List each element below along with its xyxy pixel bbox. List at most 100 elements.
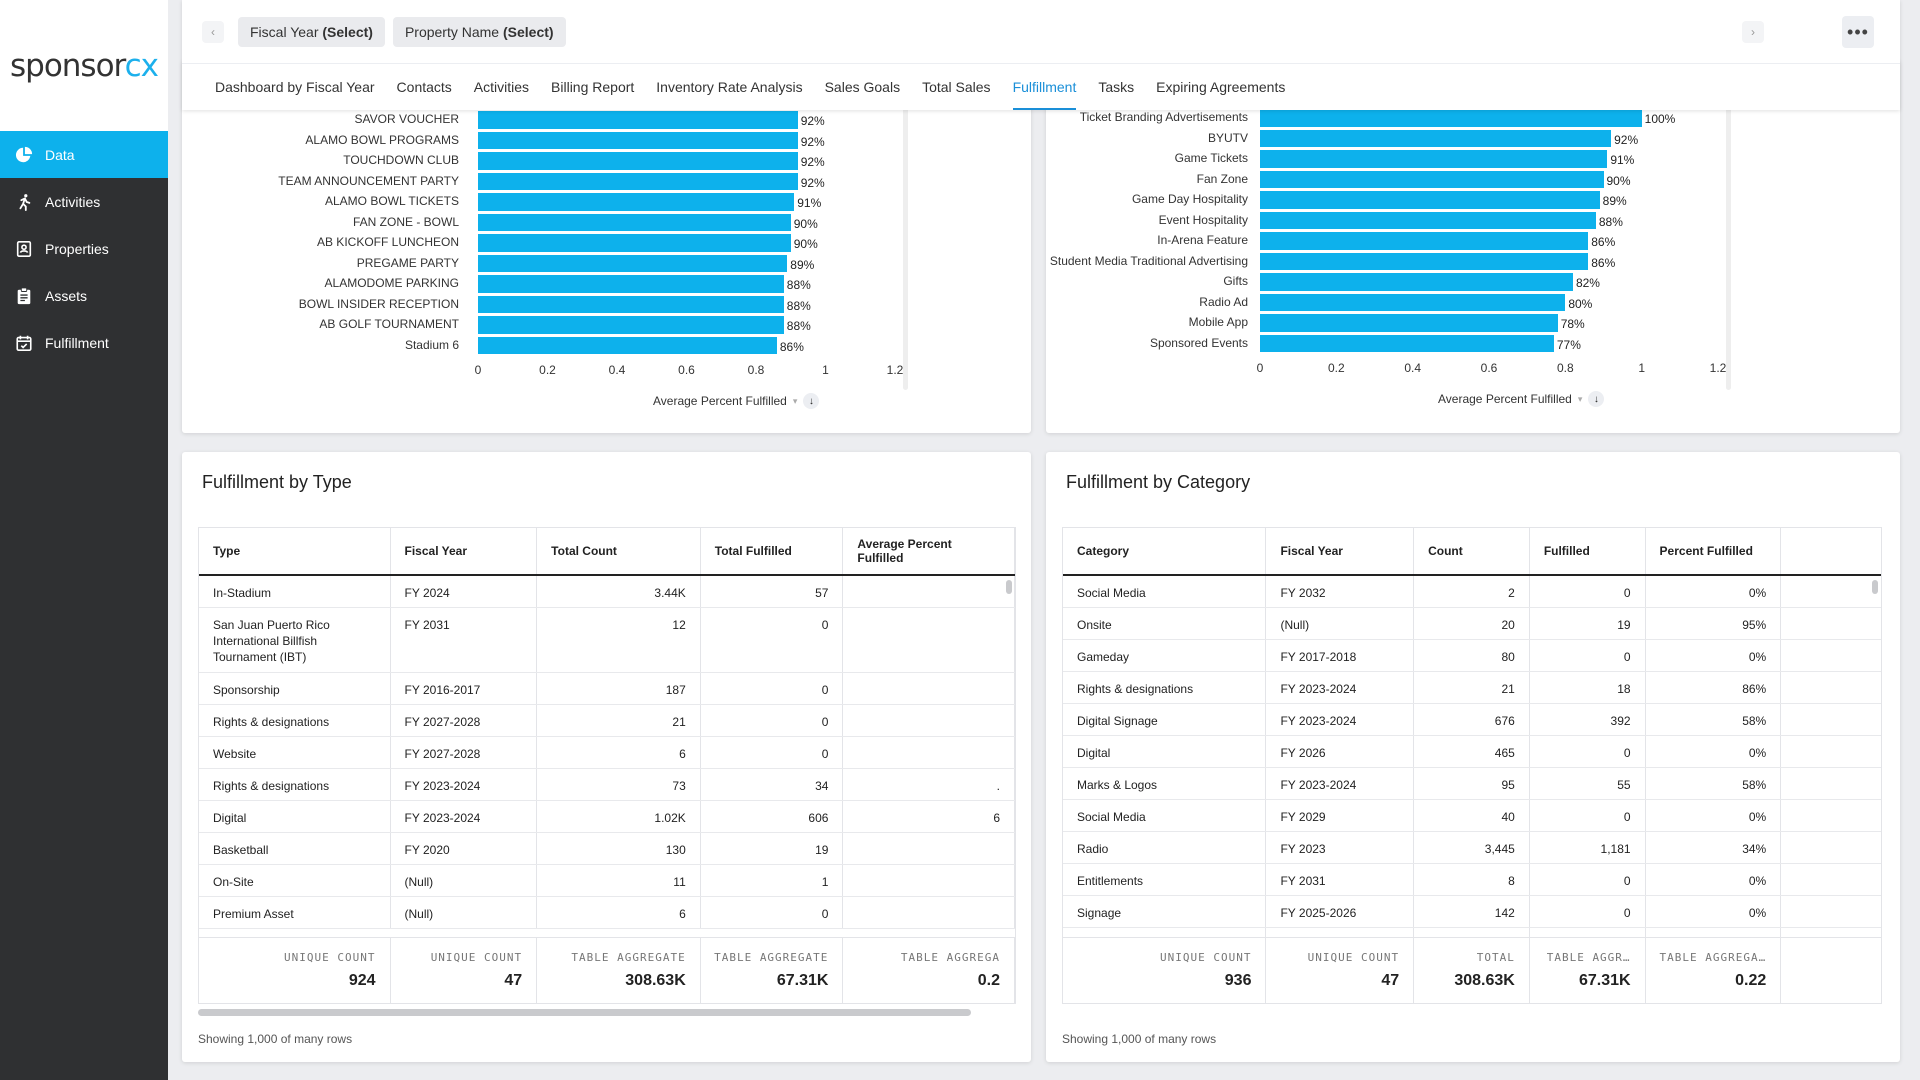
- bar[interactable]: [1260, 191, 1600, 209]
- table-row[interactable]: Rights & designations FY 2023-2024 73 34.: [199, 769, 1015, 801]
- table-row[interactable]: Website FY 2027-2028 6 0: [199, 737, 1015, 769]
- column-header[interactable]: Category: [1063, 528, 1267, 574]
- tab-tasks[interactable]: Tasks: [1098, 79, 1135, 95]
- table-row[interactable]: Basketball FY 2020 130 19: [199, 833, 1015, 865]
- bar[interactable]: [1260, 334, 1554, 352]
- table-row[interactable]: Gameday FY 2017-2018 80 0 0%: [1063, 640, 1881, 672]
- bar[interactable]: [478, 316, 784, 334]
- vertical-scrollbar-thumb[interactable]: [1872, 580, 1878, 594]
- tab-total-sales[interactable]: Total Sales: [922, 79, 991, 95]
- column-header[interactable]: Fulfilled: [1530, 528, 1646, 574]
- table-row[interactable]: Signage FY 2025-2026 142 0 0%: [1063, 896, 1881, 928]
- column-header[interactable]: Type: [199, 528, 391, 574]
- bar[interactable]: [478, 213, 791, 231]
- bar[interactable]: [1260, 150, 1608, 168]
- footer-aggregate-value: 0.22: [1735, 972, 1767, 989]
- table-row[interactable]: Sponsorship FY 2016-2017 187 0: [199, 673, 1015, 705]
- table-row[interactable]: Social Media FY 2032 2 0 0%: [1063, 576, 1881, 608]
- bar[interactable]: [478, 234, 791, 252]
- table-row[interactable]: In-Stadium FY 2024 3.44K 57: [199, 576, 1015, 608]
- bar[interactable]: [478, 111, 798, 129]
- table-cell-empty: [1781, 768, 1881, 799]
- fiscal-year-filter[interactable]: Fiscal Year (Select): [238, 16, 385, 47]
- bar[interactable]: [478, 172, 798, 190]
- bar[interactable]: [1260, 293, 1566, 311]
- bar[interactable]: [478, 295, 784, 313]
- table-row[interactable]: Marks & Logos FY 2023-2024 95 55 58%: [1063, 768, 1881, 800]
- table-cell: 0: [701, 737, 844, 768]
- table-row[interactable]: Onsite (Null) 20 19 95%: [1063, 608, 1881, 640]
- table-cell: FY 2031: [391, 608, 538, 672]
- table-row[interactable]: PromotionFY 2014-20151000%: [1063, 928, 1881, 937]
- tab-fulfillment[interactable]: Fulfillment: [1012, 64, 1076, 110]
- sidebar-item-fulfillment[interactable]: Fulfillment: [0, 319, 168, 366]
- bar[interactable]: [478, 152, 798, 170]
- tab-expiring-agreements[interactable]: Expiring Agreements: [1156, 79, 1286, 95]
- table-row[interactable]: On-Site (Null) 11 1: [199, 865, 1015, 897]
- forward-arrow-icon[interactable]: ›: [1742, 21, 1764, 43]
- sidebar-item-properties[interactable]: Properties: [0, 225, 168, 272]
- caret-down-icon[interactable]: ▾: [1577, 393, 1583, 404]
- table-row[interactable]: Entitlements FY 2031 8 0 0%: [1063, 864, 1881, 896]
- tab-contacts[interactable]: Contacts: [396, 79, 452, 95]
- vertical-scrollbar[interactable]: [903, 90, 908, 390]
- column-header[interactable]: Total Fulfilled: [701, 528, 844, 574]
- bar[interactable]: [1260, 109, 1642, 127]
- back-arrow-icon[interactable]: ‹: [202, 20, 224, 43]
- table-cell: 0: [1530, 576, 1646, 607]
- column-header[interactable]: Percent Fulfilled: [1646, 528, 1782, 574]
- tab-sales-goals[interactable]: Sales Goals: [824, 79, 901, 95]
- table-cell: 606: [701, 801, 844, 832]
- tab-dashboard-by-fiscal-year[interactable]: Dashboard by Fiscal Year: [215, 79, 375, 95]
- table-cell: [843, 737, 1015, 768]
- x-axis-title[interactable]: Average Percent Fulfilled ▾ ↓: [653, 393, 820, 409]
- table-row[interactable]: Digital Signage FY 2023-2024 676 392 58%: [1063, 704, 1881, 736]
- table-row[interactable]: Rights & designations FY 2023-2024 21 18 86%: [1063, 672, 1881, 704]
- column-header[interactable]: Fiscal Year: [1266, 528, 1415, 574]
- footer-aggregate-label: UNIQUE COUNT: [430, 951, 523, 964]
- bar-label: Student Media Traditional Advertising: [1049, 253, 1248, 268]
- vertical-scrollbar-thumb[interactable]: [1006, 580, 1012, 594]
- sort-descending-icon[interactable]: ↓: [803, 393, 820, 409]
- table-row[interactable]: Rights & designations FY 2027-2028 21 0: [199, 705, 1015, 737]
- column-header[interactable]: Count: [1414, 528, 1530, 574]
- tab-inventory-rate-analysis[interactable]: Inventory Rate Analysis: [656, 79, 803, 95]
- bar[interactable]: [1260, 273, 1573, 291]
- bar[interactable]: [478, 336, 777, 354]
- bar[interactable]: [1260, 129, 1612, 147]
- column-header[interactable]: Fiscal Year: [391, 528, 538, 574]
- table-row[interactable]: Digital FY 2026 465 0 0%: [1063, 736, 1881, 768]
- sidebar-item-data[interactable]: Data: [0, 131, 168, 178]
- caret-down-icon[interactable]: ▾: [792, 395, 798, 406]
- bar[interactable]: [1260, 211, 1596, 229]
- table-row[interactable]: Social Media FY 2029 40 0 0%: [1063, 800, 1881, 832]
- tab-billing-report[interactable]: Billing Report: [551, 79, 635, 95]
- table-row[interactable]: Radio FY 2023 3,445 1,181 34%: [1063, 832, 1881, 864]
- sidebar-item-assets[interactable]: Assets: [0, 272, 168, 319]
- table-cell: 10: [1414, 928, 1530, 937]
- property-name-filter[interactable]: Property Name (Select): [392, 16, 566, 47]
- more-options-icon[interactable]: •••: [1842, 16, 1874, 48]
- bar[interactable]: [478, 275, 784, 293]
- column-header[interactable]: Total Count: [537, 528, 701, 574]
- bar[interactable]: [478, 254, 788, 272]
- bar[interactable]: [478, 193, 795, 211]
- bar-chart-types: Ticket Branding Advertisements 100% BYUTV 9…: [1046, 60, 1900, 433]
- table-row[interactable]: Premium Asset (Null) 6 0: [199, 897, 1015, 929]
- vertical-scrollbar[interactable]: [1726, 90, 1731, 390]
- bar[interactable]: [1260, 232, 1589, 250]
- column-header[interactable]: Average Percent Fulfilled: [843, 528, 1015, 574]
- bar[interactable]: [1260, 170, 1604, 188]
- table-row[interactable]: Digital FY 2023-2024 1.02K 606 6: [199, 801, 1015, 833]
- x-axis-title[interactable]: Average Percent Fulfilled ▾ ↓: [1438, 391, 1605, 407]
- bar[interactable]: [478, 131, 798, 149]
- bar[interactable]: [1260, 314, 1558, 332]
- sort-descending-icon[interactable]: ↓: [1588, 391, 1605, 407]
- sidebar-item-activities[interactable]: Activities: [0, 178, 168, 225]
- table-cell: 142: [1414, 896, 1530, 927]
- horizontal-scrollbar[interactable]: [198, 1009, 971, 1016]
- logo[interactable]: sponsorcx: [0, 0, 168, 131]
- table-row[interactable]: San Juan Puerto Rico International Billf…: [199, 608, 1015, 673]
- tab-activities[interactable]: Activities: [473, 79, 530, 95]
- bar[interactable]: [1260, 252, 1589, 270]
